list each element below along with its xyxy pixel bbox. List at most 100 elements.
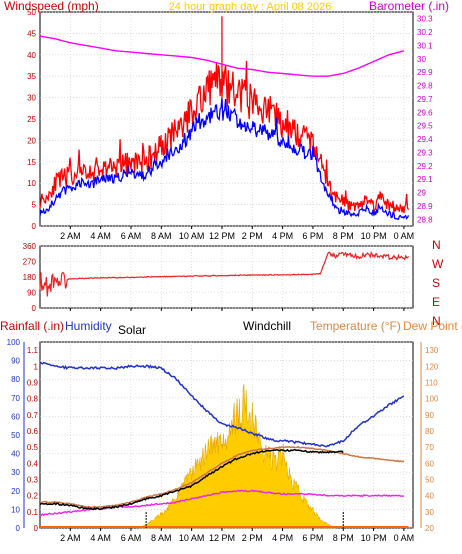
rain-tick-label: 0.3 — [27, 475, 39, 484]
y-tick-label: 30 — [27, 94, 36, 103]
y-tick-label: 0 — [32, 304, 37, 313]
temperature-tick-label: 20 — [425, 524, 434, 533]
x-tick-label: 12 PM — [209, 231, 235, 241]
compass-label: N — [432, 314, 441, 328]
rain-tick-label: 0.8 — [27, 395, 39, 404]
x-tick-label: 6 AM — [121, 231, 142, 241]
y-tick-label: 90 — [27, 289, 36, 298]
x-tick-label: 10 PM — [361, 533, 387, 543]
rain-tick-label: 0 — [34, 524, 39, 533]
y2-tick-label: 28.9 — [417, 202, 433, 211]
temperature-tick-label: 40 — [425, 492, 434, 501]
y2-tick-label: 30.3 — [417, 15, 433, 24]
x-tick-label: 2 AM — [60, 231, 81, 241]
panel-climate: 0 10 20 30 40 50 60 70 80 90 100 0 0.1 0.2 0.3 0.4 0.5 0.… — [0, 319, 462, 543]
x-tick-label: 8 AM — [151, 231, 172, 241]
panel-direction-grid — [40, 245, 413, 309]
temperature-tick-label: 50 — [425, 475, 434, 484]
humidity-tick-label: 10 — [11, 505, 20, 514]
barometer-axis-label: Barometer (.in) — [369, 0, 449, 13]
rainfall-axis-label: Rainfall (.in) — [0, 319, 64, 333]
humidity-tick-label: 30 — [11, 468, 20, 477]
x-tick-label: 6 AM — [121, 533, 142, 543]
y2-tick-label: 30.2 — [417, 28, 433, 37]
humidity-tick-label: 80 — [11, 375, 20, 384]
humidity-axis-label: Humidity — [65, 319, 112, 333]
y-tick-label: 40 — [27, 51, 36, 60]
y-tick-label: 270 — [23, 258, 37, 267]
compass-label: E — [432, 295, 440, 309]
compass-label: W — [432, 257, 444, 271]
y2-tick-label: 29.8 — [417, 82, 433, 91]
x-tick-label: 0 AM — [394, 231, 415, 241]
rain-tick-label: 0.6 — [27, 427, 39, 436]
humidity-tick-label: 40 — [11, 450, 20, 459]
panel-wind-axes: 0 5 10 15 20 25 30 35 40 45 50 28.8 28.9 29 29.1 29.2 29… — [27, 8, 433, 241]
temperature-tick-label: 90 — [425, 411, 434, 420]
x-tick-label: 8 AM — [151, 533, 172, 543]
x-tick-label: 10 AM — [179, 533, 205, 543]
humidity-tick-label: 70 — [11, 394, 20, 403]
temperature-tick-label: 120 — [425, 362, 439, 371]
y2-tick-label: 29 — [417, 189, 426, 198]
y2-tick-label: 29.7 — [417, 95, 433, 104]
panel-wind-series — [39, 16, 410, 221]
y-tick-label: 10 — [27, 179, 36, 188]
y2-tick-label: 29.5 — [417, 122, 433, 131]
compass-label: N — [432, 238, 441, 252]
x-tick-label: 6 PM — [302, 231, 323, 241]
compass-label: S — [432, 276, 440, 290]
y2-tick-label: 28.8 — [417, 215, 433, 224]
y2-tick-label: 29.6 — [417, 108, 433, 117]
panel-climate-series — [39, 362, 409, 529]
y-tick-label: 20 — [27, 136, 36, 145]
x-tick-label: 6 PM — [302, 533, 323, 543]
temperature-tick-label: 70 — [425, 443, 434, 452]
y-tick-label: 360 — [23, 242, 37, 251]
y2-tick-label: 29.9 — [417, 68, 433, 77]
x-tick-label: 4 PM — [272, 231, 293, 241]
y-tick-label: 180 — [23, 273, 37, 282]
graph-title: 24 hour graph day : April 08 2026 — [169, 1, 332, 13]
windspeed-line — [39, 60, 410, 214]
rain-tick-label: 0.5 — [27, 443, 39, 452]
panel-direction-series — [39, 251, 409, 297]
y-tick-label: 45 — [27, 29, 36, 38]
windspeed-axis-label: Windspeed (mph) — [4, 0, 99, 13]
x-tick-label: 8 PM — [333, 533, 354, 543]
temperature-axis-label: Temperature (°F) — [310, 319, 401, 333]
x-tick-label: 4 AM — [90, 231, 111, 241]
x-tick-label: 4 PM — [272, 533, 293, 543]
x-tick-label: 2 AM — [60, 533, 81, 543]
solar-label: Solar — [118, 323, 146, 337]
y-tick-label: 35 — [27, 72, 36, 81]
temperature-tick-label: 30 — [425, 508, 434, 517]
humidity-tick-label: 90 — [11, 357, 20, 366]
humidity-tick-label: 60 — [11, 412, 20, 421]
temperature-tick-label: 130 — [425, 346, 439, 355]
y2-tick-label: 30 — [417, 55, 426, 64]
temperature-tick-label: 80 — [425, 427, 434, 436]
x-tick-label: 4 AM — [90, 533, 111, 543]
temperature-tick-label: 60 — [425, 459, 434, 468]
y-tick-label: 5 — [32, 201, 37, 210]
rain-tick-label: 0.9 — [27, 378, 39, 387]
rain-tick-label: 0.7 — [27, 411, 39, 420]
wind-direction-line — [39, 251, 409, 297]
temperature-line — [40, 445, 405, 509]
x-tick-label: 2 PM — [242, 533, 263, 543]
barometer-line — [39, 35, 405, 77]
rain-tick-label: 1 — [34, 362, 39, 371]
x-tick-label: 2 PM — [242, 231, 263, 241]
rain-tick-label: 1.1 — [27, 346, 39, 355]
x-tick-label: 12 PM — [209, 533, 235, 543]
x-tick-label: 8 PM — [333, 231, 354, 241]
x-tick-label: 0 AM — [394, 533, 415, 543]
temperature-tick-label: 100 — [425, 395, 439, 404]
dewpoint-axis-label: Dew Point (°F) — [403, 319, 462, 333]
windchill-label: Windchill — [243, 319, 291, 333]
y-tick-label: 0 — [32, 222, 37, 231]
